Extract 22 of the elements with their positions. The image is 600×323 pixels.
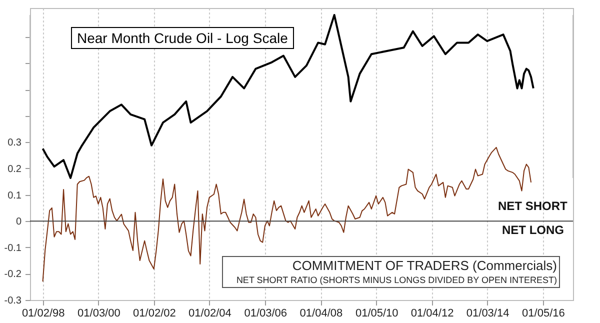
annotation: NET SHORT: [498, 199, 568, 213]
x-tick-label: 01/02/04: [188, 308, 232, 320]
annotation: NET SHORT RATIO (SHORTS MINUS LONGS DIVIDED BY OPEN INTEREST): [235, 274, 557, 286]
x-tick-label: 01/04/12: [410, 308, 454, 320]
y-tick-label: -0.3: [4, 296, 22, 306]
x-tick-label: 01/05/16: [522, 308, 565, 320]
x-tick-label: 01/04/08: [300, 308, 343, 320]
annotation: COMMITMENT OF TRADERS (Commercials): [291, 258, 557, 274]
text: Near Month Crude Oil - Log Scale: [71, 27, 294, 49]
y-tick-label: -0.2: [4, 269, 22, 280]
x-tick-label: 01/02/02: [133, 308, 176, 320]
y-tick-label: 0: [16, 216, 22, 228]
y-tick-label: -0.1: [4, 242, 22, 254]
x-tick-label: 01/02/98: [22, 308, 65, 320]
x-tick-label: 01/03/00: [78, 308, 120, 320]
y-tick-label: 0.2: [8, 164, 22, 175]
x-tick-label: 01/05/10: [355, 308, 398, 320]
y-tick-label: 0.3: [8, 138, 22, 149]
x-tick-label: 01/03/14: [466, 308, 510, 320]
annotation: NET LONG: [502, 223, 564, 237]
x-tick-label: 01/03/06: [244, 308, 288, 320]
y-tick-label: 0.1: [8, 190, 22, 202]
